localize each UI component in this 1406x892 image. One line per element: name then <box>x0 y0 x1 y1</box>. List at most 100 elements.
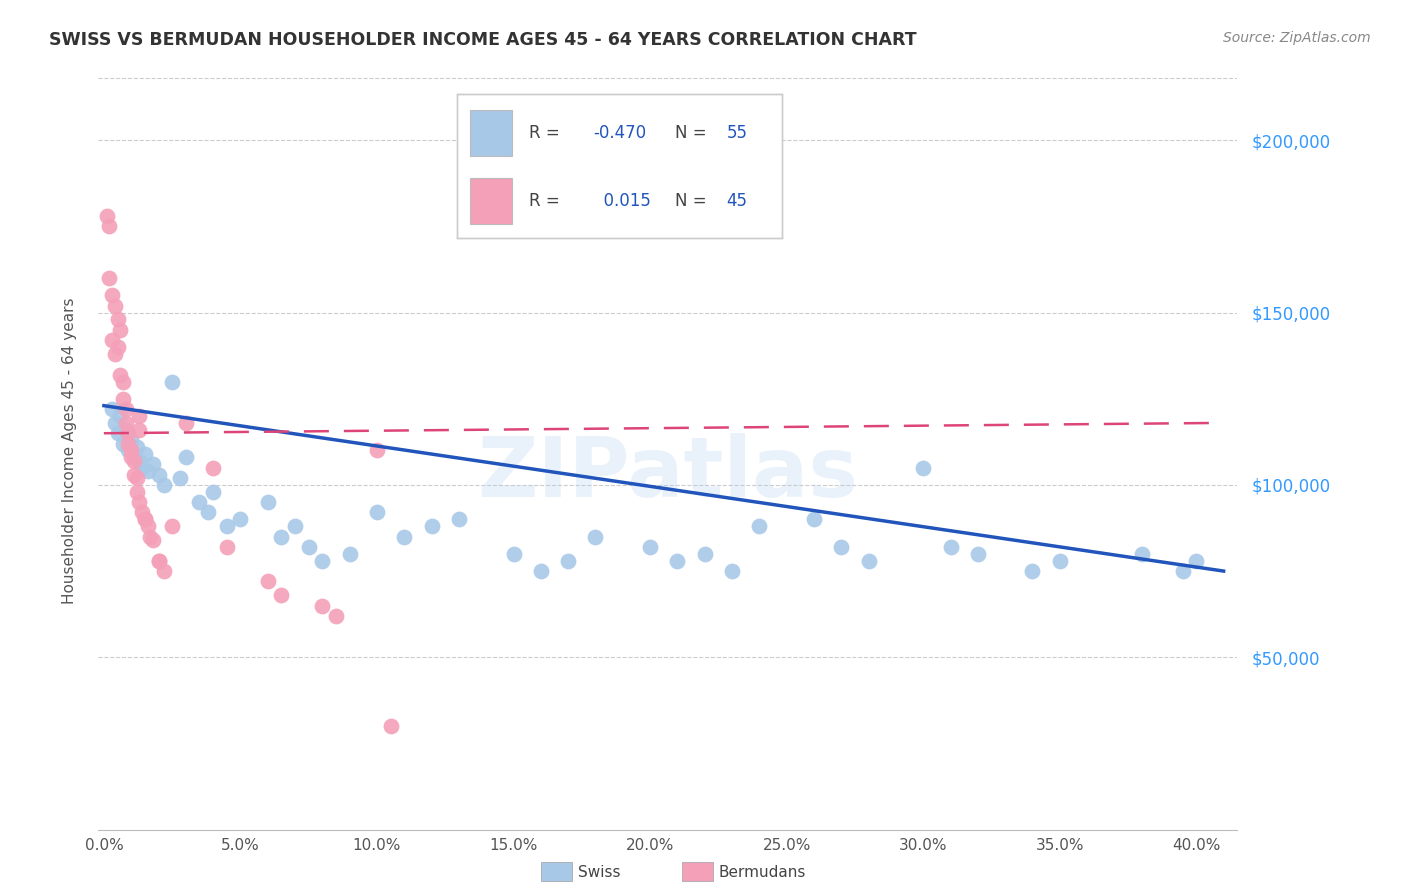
Point <box>638 540 661 554</box>
Point <box>197 506 219 520</box>
Point <box>174 450 197 465</box>
Point <box>380 719 402 733</box>
Point <box>96 209 118 223</box>
Point <box>1171 564 1194 578</box>
Point <box>107 340 129 354</box>
Point <box>311 599 333 613</box>
Point <box>98 219 121 234</box>
Point <box>148 554 170 568</box>
Point <box>128 454 150 468</box>
Point <box>142 533 165 547</box>
Point <box>256 495 278 509</box>
Point <box>114 423 136 437</box>
Point <box>104 299 127 313</box>
Point <box>101 288 124 302</box>
Point <box>134 447 156 461</box>
Point <box>131 460 153 475</box>
Point <box>107 312 129 326</box>
Point <box>110 323 132 337</box>
Point <box>339 547 361 561</box>
Point <box>134 512 156 526</box>
Point <box>912 460 935 475</box>
Point <box>188 495 211 509</box>
Point <box>160 519 183 533</box>
Point <box>420 519 443 533</box>
Point <box>148 554 170 568</box>
Point <box>215 519 238 533</box>
Point <box>101 402 124 417</box>
Text: Bermudans: Bermudans <box>718 865 806 880</box>
Point <box>447 512 470 526</box>
Point <box>120 450 142 465</box>
Point <box>114 402 136 417</box>
Point <box>1130 547 1153 561</box>
Point <box>111 436 134 450</box>
Point <box>229 512 252 526</box>
Point <box>721 564 744 578</box>
Point <box>325 608 347 623</box>
Point <box>120 443 142 458</box>
Point <box>298 540 321 554</box>
Point <box>114 416 136 430</box>
Point <box>98 271 121 285</box>
Point <box>174 416 197 430</box>
Point <box>125 484 148 499</box>
Point <box>101 333 124 347</box>
Point <box>585 530 607 544</box>
Point <box>117 436 139 450</box>
Point <box>153 564 176 578</box>
Point <box>830 540 852 554</box>
Point <box>139 530 162 544</box>
Point <box>939 540 962 554</box>
Point <box>136 519 159 533</box>
Point <box>366 506 388 520</box>
Point <box>160 375 183 389</box>
Point <box>104 416 127 430</box>
Point <box>110 409 132 423</box>
Point <box>169 471 191 485</box>
Y-axis label: Householder Income Ages 45 - 64 years: Householder Income Ages 45 - 64 years <box>62 297 77 604</box>
Point <box>858 554 880 568</box>
Point <box>136 464 159 478</box>
Point <box>142 457 165 471</box>
Point <box>803 512 825 526</box>
Point <box>122 454 145 468</box>
Point <box>693 547 716 561</box>
Point <box>122 450 145 465</box>
Point <box>125 471 148 485</box>
Point <box>270 588 292 602</box>
Point <box>202 460 225 475</box>
Point <box>128 423 150 437</box>
Point <box>104 347 127 361</box>
Text: Source: ZipAtlas.com: Source: ZipAtlas.com <box>1223 31 1371 45</box>
Point <box>1185 554 1208 568</box>
Point <box>202 484 225 499</box>
Point <box>270 530 292 544</box>
Point <box>666 554 689 568</box>
Point <box>111 375 134 389</box>
Point <box>394 530 416 544</box>
Point <box>966 547 988 561</box>
Point <box>134 512 156 526</box>
Point <box>530 564 553 578</box>
Point <box>311 554 333 568</box>
Point <box>215 540 238 554</box>
Point <box>111 392 134 406</box>
Point <box>107 426 129 441</box>
Point <box>366 443 388 458</box>
Point <box>557 554 579 568</box>
Point <box>131 506 153 520</box>
Text: SWISS VS BERMUDAN HOUSEHOLDER INCOME AGES 45 - 64 YEARS CORRELATION CHART: SWISS VS BERMUDAN HOUSEHOLDER INCOME AGE… <box>49 31 917 49</box>
Point <box>502 547 524 561</box>
Point <box>120 433 142 447</box>
Point <box>125 440 148 454</box>
Point <box>1049 554 1071 568</box>
Text: ZIPatlas: ZIPatlas <box>478 433 858 514</box>
Point <box>128 495 150 509</box>
Point <box>148 467 170 482</box>
Point <box>284 519 307 533</box>
Point <box>1021 564 1043 578</box>
Point <box>110 368 132 382</box>
Text: Swiss: Swiss <box>578 865 620 880</box>
Point <box>117 426 139 441</box>
